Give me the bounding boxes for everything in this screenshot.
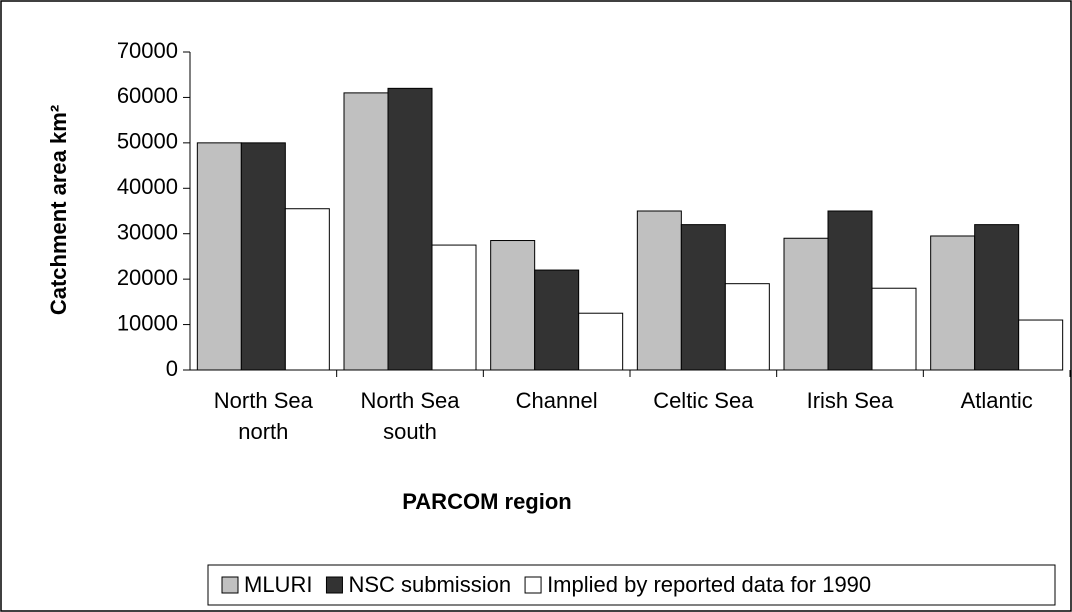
legend-swatch (524, 576, 542, 594)
bar (196, 142, 242, 371)
bar (680, 224, 726, 371)
x-tick-label: Atlantic (960, 388, 1033, 413)
bar (974, 224, 1020, 371)
x-tick-label: Irish Sea (806, 388, 894, 413)
legend-swatch (325, 576, 343, 594)
y-tick-label: 10000 (117, 310, 178, 335)
y-axis-label: Catchment area km² (46, 105, 71, 315)
bar (724, 283, 770, 371)
bar (240, 142, 286, 371)
y-tick-label: 50000 (117, 129, 178, 154)
legend-swatch (221, 576, 239, 594)
bar (534, 269, 580, 371)
bar (783, 237, 829, 371)
bar (871, 287, 917, 371)
bar (827, 210, 873, 371)
bar (431, 244, 477, 371)
x-tick-label: North Sea south (360, 388, 460, 444)
legend-box (207, 564, 1056, 606)
x-tick-label: Channel (515, 388, 598, 413)
y-tick-label: 70000 (117, 38, 178, 63)
y-tick-label: 60000 (117, 83, 178, 108)
bar (387, 87, 433, 371)
bar (578, 312, 624, 371)
bar (930, 235, 976, 371)
bar (1018, 319, 1064, 371)
legend-label: NSC submission (348, 572, 511, 597)
y-tick-label: 30000 (117, 220, 178, 245)
bar (636, 210, 682, 371)
y-tick-label: 0 (166, 356, 178, 381)
bar (490, 240, 536, 371)
y-tick-label: 40000 (117, 174, 178, 199)
y-tick-label: 20000 (117, 265, 178, 290)
x-axis-label: PARCOM region (402, 489, 571, 514)
bar (343, 92, 389, 371)
legend-label: MLURI (244, 572, 312, 597)
bar (284, 208, 330, 371)
x-tick-label: North Sea north (213, 388, 313, 444)
legend-label: Implied by reported data for 1990 (547, 572, 871, 597)
x-tick-label: Celtic Sea (653, 388, 754, 413)
